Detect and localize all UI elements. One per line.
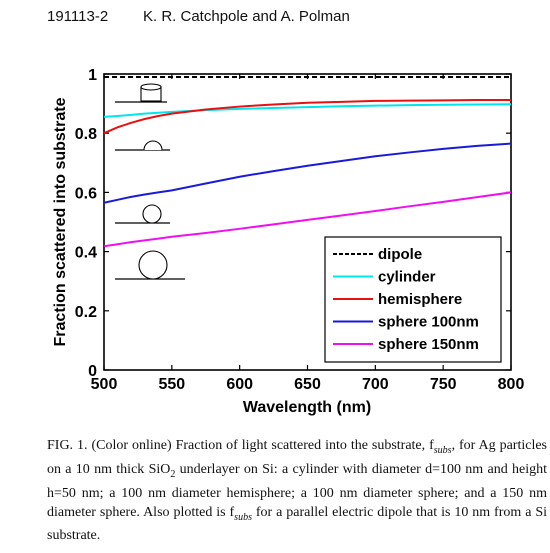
series-line-cylinder (103, 103, 512, 118)
cylinder-particle-icon (115, 83, 167, 103)
caption-part: for a parallel electric dipole that is 1… (47, 504, 548, 544)
sphere-100nm-particle-icon (115, 204, 170, 224)
x-tick-label: 650 (294, 376, 321, 393)
y-tick-label: 0.8 (75, 126, 97, 143)
series-line-hemisphere (103, 99, 511, 135)
hemisphere-particle-icon (115, 140, 170, 151)
y-tick-label: 0 (88, 363, 97, 380)
series-line-sphere-150nm (103, 191, 512, 248)
y-axis-label: Fraction scattered into substrate (52, 97, 69, 346)
caption-subscript: subs (234, 511, 252, 523)
caption-part: , for Ag particles on a 10 nm thick SiO (47, 438, 547, 477)
x-axis-label: Wavelength (nm) (243, 399, 371, 416)
y-tick-label: 0.2 (75, 304, 97, 321)
axis-ticks: 500 550 600 650 700 750 800 0 0.2 0.4 0.6 0.8 1 (75, 67, 525, 393)
legend-label: cylinder (378, 269, 436, 286)
legend-label: hemisphere (378, 291, 462, 308)
legend-label: sphere 150nm (378, 336, 479, 353)
x-tick-label: 550 (158, 376, 185, 393)
x-tick-label: 800 (498, 376, 525, 393)
particle-schematics (115, 83, 185, 280)
figure-chart: 500 550 600 650 700 750 800 0 0.2 0.4 0.6 0.8 1 dipo… (52, 67, 525, 416)
legend-label: dipole (378, 246, 422, 263)
caption-part: underlayer on Si: a cylinder with diamet… (47, 461, 547, 520)
legend-label: sphere 100nm (378, 314, 479, 331)
x-tick-label: 700 (362, 376, 389, 393)
caption-subscript: 2 (170, 468, 176, 480)
y-tick-label: 0.4 (75, 245, 97, 262)
sphere-150nm-particle-icon (115, 250, 185, 280)
authors: K. R. Catchpole and A. Polman (143, 8, 350, 25)
page-number: 191113-2 (47, 8, 109, 25)
x-tick-label: 600 (226, 376, 253, 393)
series-lines (103, 75, 512, 248)
x-tick-label: 500 (91, 376, 118, 393)
y-tick-label: 1 (88, 67, 97, 84)
x-tick-label: 750 (430, 376, 457, 393)
page-header: 191113-2 K. R. Catchpole and A. Polman (47, 8, 350, 25)
y-tick-label: 0.6 (75, 185, 97, 202)
legend: dipole cylinder hemisphere sphere 100nm sphe… (324, 236, 502, 363)
caption-part: FIG. 1. (Color online) Fraction of light… (47, 438, 434, 453)
series-line-sphere-100nm (103, 142, 512, 204)
figure-caption: FIG. 1. (Color online) Fraction of light… (47, 436, 547, 545)
caption-subscript: subs (433, 444, 452, 456)
